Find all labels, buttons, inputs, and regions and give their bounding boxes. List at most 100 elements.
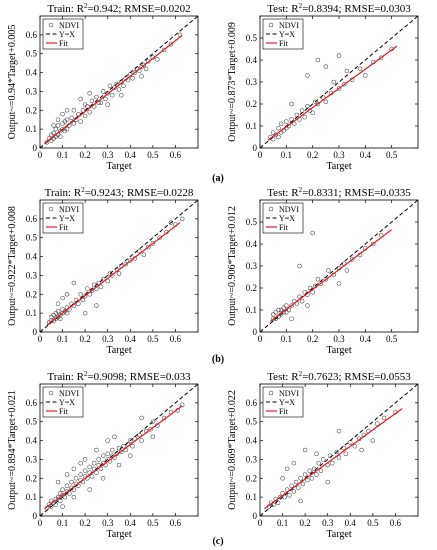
- x-tick-label: 0.5: [386, 150, 398, 160]
- data-point: [344, 68, 350, 74]
- x-tick-label: 0: [38, 334, 43, 344]
- data-point: [78, 119, 83, 124]
- data-point: [161, 47, 167, 53]
- title-rmse: RMSE=0.0228: [127, 187, 194, 199]
- x-tick-label: 0.5: [147, 334, 159, 344]
- data-point: [44, 140, 50, 145]
- data-point: [342, 81, 347, 87]
- y-tick-label: 0.4: [246, 55, 258, 65]
- data-point: [91, 282, 97, 288]
- data-point: [323, 64, 329, 69]
- data-point: [296, 485, 301, 490]
- legend-label-ndvi: NDVI: [279, 205, 299, 214]
- data-point: [289, 316, 294, 322]
- panel-title: Train: R2=0.9098; RMSE=0.033: [47, 370, 191, 383]
- title-superscript: 2: [299, 2, 303, 10]
- title-rmse: RMSE=0.0303: [344, 3, 411, 15]
- data-point: [71, 466, 77, 472]
- data-point: [273, 132, 279, 138]
- legend-label-ndvi: NDVI: [59, 205, 79, 214]
- x-tick-label: 0.1: [281, 334, 292, 344]
- title-prefix: Train: R: [47, 371, 84, 383]
- data-point: [87, 109, 92, 115]
- data-point: [78, 96, 83, 102]
- scatter-panel-5: 0 0.1 0.2 0.3 0.4 0.5 0.6 0 0.1 0.2 0.3 0.4 0.5 0.6 Ta…: [227, 370, 419, 540]
- y-tick-label: 0.1: [26, 492, 37, 502]
- data-point: [168, 42, 174, 47]
- x-tick-label: 0.5: [147, 518, 159, 528]
- y-tick-label: 0.6: [246, 398, 258, 408]
- data-point: [305, 73, 310, 78]
- subfigure-label-c: (c): [212, 536, 223, 547]
- plot-frame: [259, 383, 419, 517]
- data-point: [119, 449, 124, 455]
- x-tick-label: 0.3: [102, 150, 114, 160]
- data-point: [291, 460, 297, 466]
- data-point: [96, 457, 101, 462]
- y-tick-label: 0.2: [246, 283, 257, 293]
- y-tick-label: 0.3: [246, 454, 258, 464]
- data-point: [276, 307, 281, 313]
- x-tick-label: 0.2: [80, 150, 91, 160]
- x-tick-label: 0.4: [360, 334, 372, 344]
- data-point: [310, 230, 315, 236]
- x-tick-label: 0.1: [281, 150, 292, 160]
- title-r2-value: =0.7623;: [302, 371, 344, 383]
- fit-line: [44, 34, 183, 144]
- data-point: [273, 309, 279, 315]
- title-superscript: 2: [84, 370, 88, 378]
- data-point: [58, 316, 63, 322]
- fit-line: [46, 222, 181, 326]
- data-point: [305, 303, 310, 308]
- y-tick-label: 0.2: [246, 99, 257, 109]
- data-point: [314, 472, 319, 477]
- data-point: [107, 83, 113, 89]
- data-point: [128, 453, 133, 458]
- title-r2-value: =0.9098;: [87, 371, 129, 383]
- data-point: [343, 451, 349, 457]
- data-point: [78, 472, 83, 477]
- y-tick-label: 0.5: [246, 217, 258, 227]
- title-rmse: RMSE=0.0335: [344, 187, 411, 199]
- data-point: [359, 447, 364, 453]
- data-point: [289, 483, 294, 489]
- x-tick-label: 0.2: [300, 518, 311, 528]
- data-point: [315, 57, 321, 63]
- x-tick-label: 0.3: [333, 150, 345, 160]
- y-tick-label: 0.2: [26, 105, 37, 115]
- y-axis-label: Output~=0.94*Target+0.005: [7, 25, 18, 140]
- title-r2-value: =0.8331;: [302, 187, 344, 199]
- data-point: [313, 99, 318, 105]
- data-point: [58, 134, 63, 139]
- scatter-panel-0: 0 0.1 0.2 0.3 0.4 0.5 0.6 0 0.1 0.2 0.3 0.4 0.5 0.6 Ta…: [7, 2, 199, 172]
- data-point: [71, 494, 77, 500]
- data-point: [87, 464, 92, 470]
- x-tick-label: 0.5: [367, 518, 379, 528]
- title-r2-value: =0.9243;: [85, 187, 127, 199]
- data-point: [55, 123, 61, 128]
- legend-label-ndvi: NDVI: [279, 389, 299, 398]
- title-r2-value: =0.8394;: [302, 3, 344, 15]
- x-tick-label: 0.4: [125, 518, 137, 528]
- data-point: [294, 112, 300, 118]
- data-point: [119, 92, 124, 98]
- legend-label-fit: Fit: [279, 407, 289, 416]
- data-point: [121, 443, 126, 449]
- scatter-panel-3: 0 0.1 0.2 0.3 0.4 0.5 0 0.1 0.2 0.3 0.4 0.5 Target Ou…: [227, 186, 419, 356]
- panels: 0 0.1 0.2 0.3 0.4 0.5 0.6 0 0.1 0.2 0.3 0.4 0.5 0.6 Ta…: [7, 2, 419, 540]
- x-tick-label: 0.4: [360, 150, 372, 160]
- x-tick-label: 0: [258, 334, 263, 344]
- y-tick-label: 0.6: [26, 398, 38, 408]
- x-tick-label: 0.3: [102, 334, 114, 344]
- legend-label-fit: Fit: [279, 39, 289, 48]
- legend-label-yx: Y=X: [279, 398, 295, 407]
- data-point: [278, 121, 284, 127]
- legend-label-ndvi: NDVI: [59, 389, 79, 398]
- legend-label-yx: Y=X: [279, 30, 295, 39]
- data-point: [291, 121, 297, 127]
- scatter-panel-1: 0 0.1 0.2 0.3 0.4 0.5 0 0.1 0.2 0.3 0.4 0.5 Target Ou…: [227, 2, 419, 172]
- y-tick-label: 0.1: [26, 308, 37, 318]
- data-point: [100, 89, 106, 94]
- data-point: [325, 479, 330, 485]
